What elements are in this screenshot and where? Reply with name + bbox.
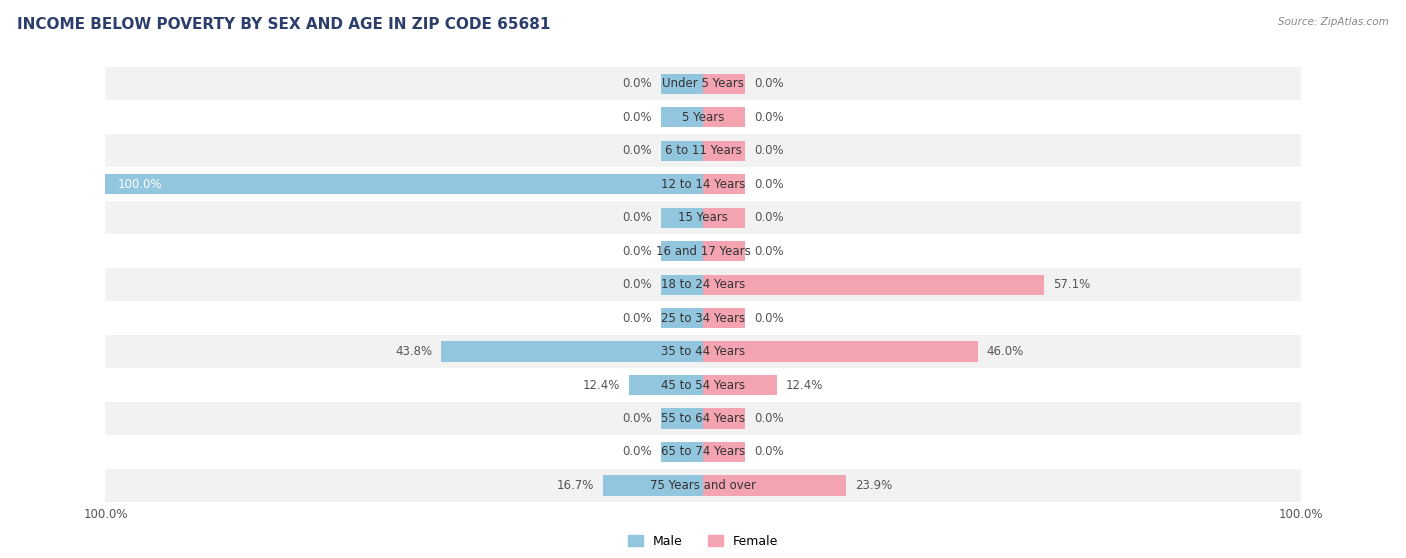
Text: 23.9%: 23.9% xyxy=(855,479,891,492)
Bar xyxy=(105,167,1301,201)
Bar xyxy=(703,74,745,94)
Bar xyxy=(703,475,846,496)
Bar xyxy=(703,408,745,429)
Text: 16 and 17 Years: 16 and 17 Years xyxy=(655,244,751,258)
Text: 0.0%: 0.0% xyxy=(754,311,783,325)
Text: INCOME BELOW POVERTY BY SEX AND AGE IN ZIP CODE 65681: INCOME BELOW POVERTY BY SEX AND AGE IN Z… xyxy=(17,17,550,32)
Text: 12.4%: 12.4% xyxy=(786,378,824,392)
Bar xyxy=(105,368,1301,402)
Bar xyxy=(703,275,1045,295)
Text: 45 to 54 Years: 45 to 54 Years xyxy=(661,378,745,392)
Bar xyxy=(105,335,1301,368)
Text: 0.0%: 0.0% xyxy=(623,144,652,157)
Bar xyxy=(703,208,745,228)
Text: 0.0%: 0.0% xyxy=(754,445,783,459)
Bar xyxy=(661,241,703,261)
Bar xyxy=(105,234,1301,268)
Text: 0.0%: 0.0% xyxy=(623,311,652,325)
Bar xyxy=(661,408,703,429)
Text: 12 to 14 Years: 12 to 14 Years xyxy=(661,177,745,191)
Text: 35 to 44 Years: 35 to 44 Years xyxy=(661,345,745,358)
Text: 0.0%: 0.0% xyxy=(754,110,783,124)
Bar xyxy=(703,341,979,362)
Text: 0.0%: 0.0% xyxy=(754,77,783,90)
Text: 0.0%: 0.0% xyxy=(623,211,652,224)
Bar xyxy=(105,100,1301,134)
Text: 0.0%: 0.0% xyxy=(754,177,783,191)
Bar xyxy=(105,402,1301,435)
Bar xyxy=(703,141,745,161)
Bar xyxy=(703,375,778,395)
Text: 65 to 74 Years: 65 to 74 Years xyxy=(661,445,745,459)
Text: 0.0%: 0.0% xyxy=(623,445,652,459)
Text: 0.0%: 0.0% xyxy=(623,77,652,90)
Bar xyxy=(703,442,745,462)
Text: 0.0%: 0.0% xyxy=(623,412,652,425)
Bar xyxy=(628,375,703,395)
Bar xyxy=(661,107,703,127)
Legend: Male, Female: Male, Female xyxy=(623,530,783,552)
Bar xyxy=(105,174,703,194)
Bar xyxy=(105,435,1301,469)
Text: 12.4%: 12.4% xyxy=(582,378,620,392)
Bar xyxy=(603,475,703,496)
Bar xyxy=(661,74,703,94)
Bar xyxy=(661,208,703,228)
Bar xyxy=(703,308,745,328)
Text: 15 Years: 15 Years xyxy=(678,211,728,224)
Text: 16.7%: 16.7% xyxy=(557,479,595,492)
Text: 46.0%: 46.0% xyxy=(987,345,1024,358)
Text: 6 to 11 Years: 6 to 11 Years xyxy=(665,144,741,157)
Text: Source: ZipAtlas.com: Source: ZipAtlas.com xyxy=(1278,17,1389,27)
Text: 43.8%: 43.8% xyxy=(395,345,432,358)
Bar xyxy=(105,67,1301,100)
Text: 0.0%: 0.0% xyxy=(754,412,783,425)
Text: 25 to 34 Years: 25 to 34 Years xyxy=(661,311,745,325)
Bar xyxy=(105,301,1301,335)
Bar xyxy=(441,341,703,362)
Bar xyxy=(703,107,745,127)
Bar xyxy=(661,275,703,295)
Bar xyxy=(105,201,1301,234)
Bar xyxy=(703,174,745,194)
Text: Under 5 Years: Under 5 Years xyxy=(662,77,744,90)
Text: 18 to 24 Years: 18 to 24 Years xyxy=(661,278,745,291)
Text: 100.0%: 100.0% xyxy=(118,177,162,191)
Text: 5 Years: 5 Years xyxy=(682,110,724,124)
Bar xyxy=(105,469,1301,502)
Text: 0.0%: 0.0% xyxy=(754,244,783,258)
Text: 0.0%: 0.0% xyxy=(623,244,652,258)
Text: 0.0%: 0.0% xyxy=(754,211,783,224)
Text: 0.0%: 0.0% xyxy=(623,110,652,124)
Text: 0.0%: 0.0% xyxy=(754,144,783,157)
Text: 75 Years and over: 75 Years and over xyxy=(650,479,756,492)
Bar xyxy=(661,308,703,328)
Bar xyxy=(105,134,1301,167)
Bar xyxy=(703,241,745,261)
Text: 0.0%: 0.0% xyxy=(623,278,652,291)
Bar xyxy=(661,141,703,161)
Bar xyxy=(661,442,703,462)
Text: 57.1%: 57.1% xyxy=(1053,278,1091,291)
Text: 55 to 64 Years: 55 to 64 Years xyxy=(661,412,745,425)
Bar xyxy=(105,268,1301,301)
